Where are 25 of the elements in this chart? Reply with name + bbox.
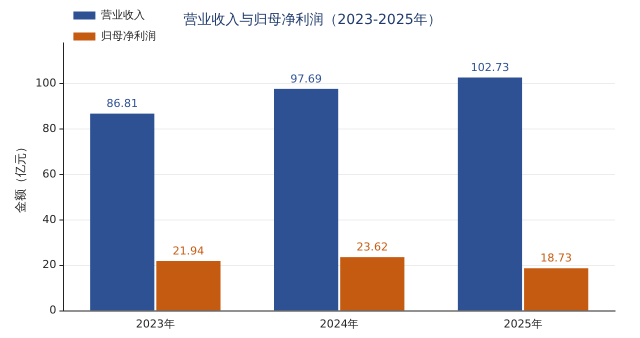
legend-label: 归母净利润 bbox=[100, 29, 156, 42]
bar bbox=[274, 88, 338, 310]
x-tick-label: 2024年 bbox=[320, 317, 359, 330]
data-label: 21.94 bbox=[172, 244, 204, 258]
data-label: 97.69 bbox=[290, 72, 322, 86]
y-tick-label: 0 bbox=[49, 304, 56, 317]
bar bbox=[340, 257, 404, 310]
data-label: 18.73 bbox=[540, 252, 572, 265]
legend-label: 营业收入 bbox=[100, 8, 145, 22]
y-tick-label: 40 bbox=[42, 212, 56, 226]
data-label: 102.73 bbox=[470, 60, 510, 74]
x-tick-label: 2025年 bbox=[504, 317, 543, 330]
bar bbox=[458, 77, 522, 310]
y-tick-label: 60 bbox=[42, 167, 56, 180]
bar bbox=[156, 260, 221, 310]
chart-title: 营业收入与归母净利润（2023-2025年） bbox=[183, 12, 442, 28]
bar bbox=[524, 268, 588, 310]
data-label: 86.81 bbox=[106, 97, 138, 110]
y-tick-label: 80 bbox=[42, 122, 56, 135]
bar bbox=[90, 114, 154, 310]
data-label: 23.62 bbox=[356, 240, 388, 254]
x-tick-label: 2023年 bbox=[136, 317, 175, 330]
y-axis-title: 金额（亿元） bbox=[13, 140, 28, 213]
y-tick-label: 100 bbox=[35, 76, 56, 90]
y-tick-label: 20 bbox=[42, 258, 56, 272]
